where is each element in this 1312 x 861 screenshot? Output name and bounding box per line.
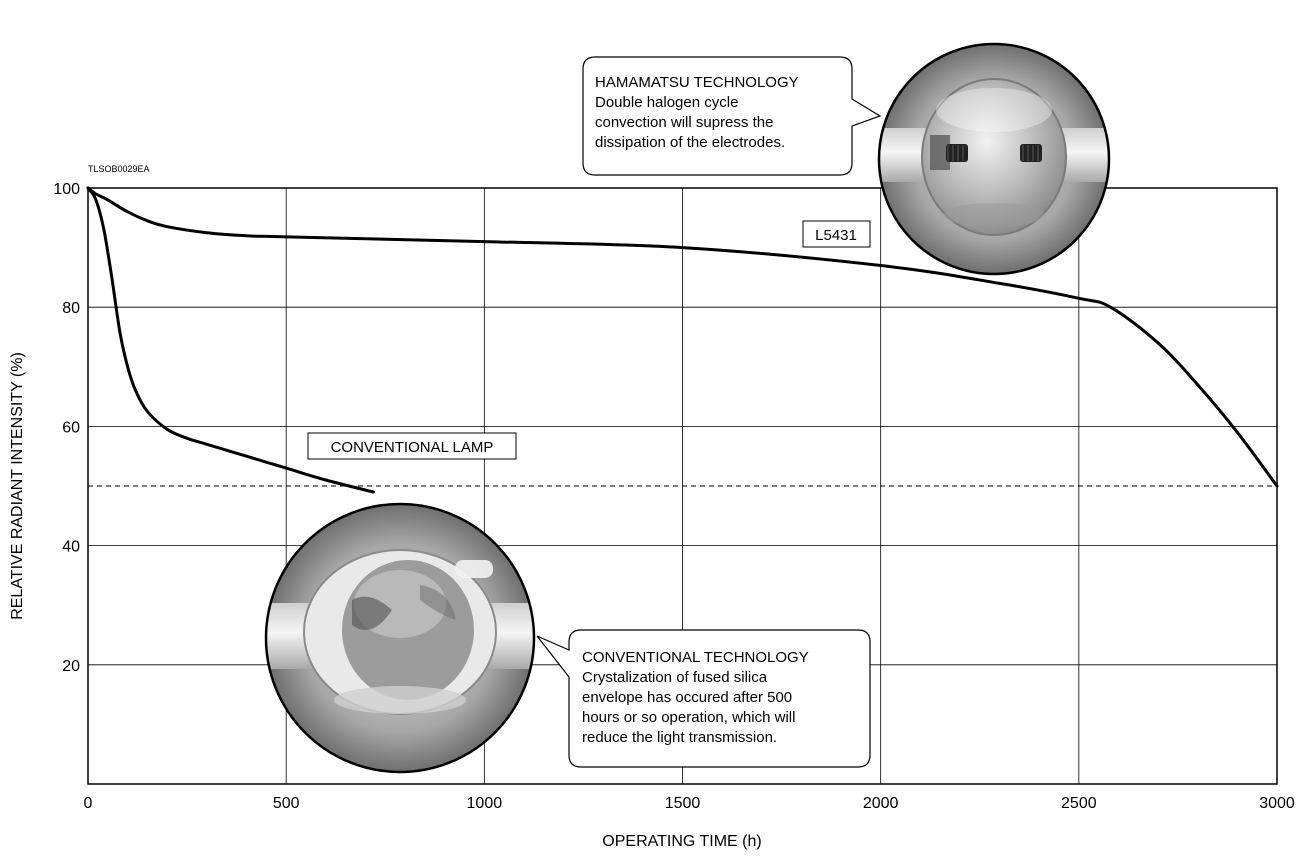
x-tick-label-500: 500 — [273, 795, 300, 812]
conventional-lamp-photo — [264, 502, 536, 774]
hamamatsu-lamp-photo — [877, 42, 1111, 276]
x-axis-label: OPERATING TIME (h) — [602, 833, 761, 850]
y-axis-ticks: 20 40 60 80 100 — [53, 181, 80, 675]
y-tick-label-60: 60 — [62, 419, 80, 436]
y-tick-label-40: 40 — [62, 539, 80, 556]
series-label-conventional: CONVENTIONAL LAMP — [307, 432, 517, 460]
conventional-callout-line-2: Crystalization of fused silica — [582, 669, 768, 686]
y-tick-label-100: 100 — [53, 181, 80, 198]
conventional-callout-line-4: hours or so operation, which will — [582, 709, 795, 726]
conventional-callout-line-5: reduce the light transmission. — [582, 729, 777, 746]
x-tick-label-1500: 1500 — [665, 795, 701, 812]
y-tick-label-80: 80 — [62, 300, 80, 317]
hamamatsu-callout: HAMAMATSU TECHNOLOGY Double halogen cycl… — [582, 56, 882, 176]
y-axis-label: RELATIVE RADIANT INTENSITY (%) — [9, 352, 26, 620]
conventional-callout-line-3: envelope has occured after 500 — [582, 689, 792, 706]
series-line-l5431 — [86, 186, 1279, 488]
hamamatsu-callout-line-1: HAMAMATSU TECHNOLOGY — [595, 74, 799, 91]
hamamatsu-callout-line-3: convection will supress the — [595, 114, 773, 131]
figure-code: TLSOB0029EA — [88, 164, 150, 174]
x-tick-label-2500: 2500 — [1061, 795, 1097, 812]
x-tick-label-1000: 1000 — [467, 795, 503, 812]
series-label-l5431-text: L5431 — [815, 227, 857, 244]
series-line-conventional-lamp — [86, 186, 375, 494]
x-tick-label-2000: 2000 — [863, 795, 899, 812]
series-label-conventional-text: CONVENTIONAL LAMP — [331, 439, 494, 456]
x-tick-label-3000: 3000 — [1259, 795, 1295, 812]
hamamatsu-callout-line-4: dissipation of the electrodes. — [595, 134, 785, 151]
conventional-callout-line-1: CONVENTIONAL TECHNOLOGY — [582, 649, 809, 666]
x-tick-label-0: 0 — [84, 795, 93, 812]
x-axis-ticks: 0 500 1000 1500 2000 2500 3000 — [84, 795, 1295, 812]
conventional-callout: CONVENTIONAL TECHNOLOGY Crystalization o… — [536, 629, 871, 768]
series-label-l5431: L5431 — [802, 220, 871, 248]
hamamatsu-callout-line-2: Double halogen cycle — [595, 94, 738, 111]
y-tick-label-20: 20 — [62, 658, 80, 675]
